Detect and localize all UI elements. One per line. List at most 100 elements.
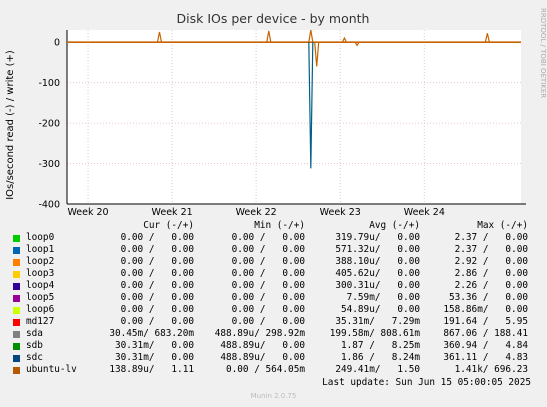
legend-row: ubuntu-lv 138.89u/ 1.11 0.00 / 564.05m 249.… — [0, 364, 547, 376]
legend-max: 158.86m/ 0.00 — [443, 304, 528, 315]
series-lines — [67, 29, 521, 169]
legend-name: sda — [26, 328, 43, 339]
legend-header: Cur (-/+) Min (-/+) Avg (-/+) Max (-/+) — [0, 220, 547, 232]
legend-avg: 249.41m/ 1.50 — [335, 364, 420, 375]
x-tick-label: Week 22 — [236, 207, 277, 218]
legend-min: 488.89u/ 298.92m — [214, 328, 305, 339]
legend-name: ubuntu-lv — [26, 364, 77, 375]
x-tick-label: Week 23 — [320, 207, 361, 218]
legend-max: 2.26 / 0.00 — [454, 280, 528, 291]
legend-avg: 319.79u/ 0.00 — [335, 232, 420, 243]
chart: Disk IOs per device - by month IOs/secon… — [5, 8, 547, 218]
legend-cur: 0.00 / 0.00 — [120, 232, 194, 243]
legend-row: sda 30.45m/ 683.20m 488.89u/ 298.92m 199.58… — [0, 328, 547, 340]
legend-row: loop2 0.00 / 0.00 0.00 / 0.00 388.10u/ 0.00… — [0, 256, 547, 268]
x-tick-labels: Week 20 Week 21 Week 22 Week 23 Week 24 — [67, 207, 444, 218]
legend-min: 0.00 / 0.00 — [231, 292, 305, 303]
series-spike — [341, 36, 347, 43]
legend-avg: 1.86 / 8.24m — [340, 352, 420, 363]
series-spike — [266, 30, 272, 43]
y-tick-label: -300 — [38, 159, 60, 170]
series-spike — [484, 33, 490, 43]
legend-name: loop0 — [26, 232, 55, 243]
version-label: Munin 2.0.75 — [250, 392, 297, 400]
legend-max: 2.37 / 0.00 — [454, 232, 528, 243]
legend-header-min: Min (-/+) — [254, 220, 305, 231]
legend-cur: 0.00 / 0.00 — [120, 304, 194, 315]
legend-avg: 571.32u/ 0.00 — [335, 244, 420, 255]
legend-header-cur: Cur (-/+) — [143, 220, 194, 231]
last-update: Last update: Sun Jun 15 05:00:05 2025 — [322, 377, 531, 388]
legend-swatch — [13, 319, 20, 326]
y-axis-label: IOs/second read (-) / write (+) — [5, 50, 16, 200]
side-label: RRDTOOL / TOBI OETIKER — [539, 8, 547, 98]
legend-row: sdb 30.31m/ 0.00 488.89u/ 0.00 1.87 / 8.25m… — [0, 340, 547, 352]
legend-name: sdc — [26, 352, 43, 363]
legend-swatch — [13, 355, 20, 362]
legend-max: 2.92 / 0.00 — [454, 256, 528, 267]
legend-min: 488.89u/ 0.00 — [220, 352, 305, 363]
legend-swatch — [13, 307, 20, 314]
series-spike — [156, 31, 163, 43]
legend-cur: 0.00 / 0.00 — [120, 292, 194, 303]
legend-header-avg: Avg (-/+) — [369, 220, 420, 231]
legend-swatch — [13, 331, 20, 338]
legend-avg: 35.31m/ 7.29m — [335, 316, 420, 327]
legend-swatch — [13, 247, 20, 254]
legend-min: 0.00 / 0.00 — [231, 316, 305, 327]
legend-swatch — [13, 283, 20, 290]
y-tick-label: -200 — [38, 119, 60, 130]
legend-cur: 30.31m/ 0.00 — [114, 352, 194, 363]
legend-avg: 199.58m/ 808.61m — [329, 328, 420, 339]
legend-cur: 0.00 / 0.00 — [120, 244, 194, 255]
legend-min: 0.00 / 564.05m — [225, 364, 305, 375]
legend-swatch — [13, 235, 20, 242]
x-tick-label: Week 21 — [152, 207, 193, 218]
legend-row: loop5 0.00 / 0.00 0.00 / 0.00 7.59m/ 0.00 53… — [0, 292, 547, 304]
legend-name: loop3 — [26, 268, 55, 279]
legend-name: loop1 — [26, 244, 55, 255]
legend-row: loop4 0.00 / 0.00 0.00 / 0.00 300.31u/ 0.00… — [0, 280, 547, 292]
legend-min: 488.89u/ 0.00 — [220, 340, 305, 351]
legend-cur: 30.45m/ 683.20m — [109, 328, 194, 339]
legend-row: sdc 30.31m/ 0.00 488.89u/ 0.00 1.86 / 8.24m… — [0, 352, 547, 364]
legend-max: 2.86 / 0.00 — [454, 268, 528, 279]
legend-row: md127 0.00 / 0.00 0.00 / 0.00 35.31m/ 7.29m… — [0, 316, 547, 328]
legend-swatch — [13, 343, 20, 350]
y-tick-label: 0 — [54, 38, 60, 49]
series-spike — [308, 42, 314, 169]
plot-area — [67, 30, 521, 204]
grid — [66, 30, 526, 205]
legend-row: loop0 0.00 / 0.00 0.00 / 0.00 319.79u/ 0.00… — [0, 232, 547, 244]
legend-swatch — [13, 271, 20, 278]
legend-avg: 300.31u/ 0.00 — [335, 280, 420, 291]
legend: Cur (-/+) Min (-/+) Avg (-/+) Max (-/+) … — [0, 220, 547, 376]
legend-avg: 405.62u/ 0.00 — [335, 268, 420, 279]
legend-min: 0.00 / 0.00 — [231, 256, 305, 267]
legend-cur: 0.00 / 0.00 — [120, 268, 194, 279]
series-spike — [314, 42, 320, 67]
legend-swatch — [13, 367, 20, 374]
legend-max: 191.64 / 5.95 — [443, 316, 528, 327]
legend-name: loop6 — [26, 304, 55, 315]
series-spike — [308, 29, 314, 43]
legend-max: 53.36 / 0.00 — [448, 292, 528, 303]
legend-min: 0.00 / 0.00 — [231, 232, 305, 243]
legend-min: 0.00 / 0.00 — [231, 304, 305, 315]
series-spike — [354, 41, 360, 47]
legend-max: 867.06 / 188.41 — [443, 328, 528, 339]
legend-avg: 1.87 / 8.25m — [340, 340, 420, 351]
legend-max: 2.37 / 0.00 — [454, 244, 528, 255]
legend-min: 0.00 / 0.00 — [231, 280, 305, 291]
legend-cur: 138.89u/ 1.11 — [109, 364, 194, 375]
legend-name: loop5 — [26, 292, 55, 303]
legend-cur: 0.00 / 0.00 — [120, 280, 194, 291]
legend-avg: 388.10u/ 0.00 — [335, 256, 420, 267]
legend-row: loop3 0.00 / 0.00 0.00 / 0.00 405.62u/ 0.00… — [0, 268, 547, 280]
legend-cur: 0.00 / 0.00 — [120, 256, 194, 267]
legend-swatch — [13, 259, 20, 266]
legend-header-max: Max (-/+) — [477, 220, 528, 231]
legend-name: loop2 — [26, 256, 55, 267]
y-tick-label: -400 — [38, 200, 60, 211]
x-tick-label: Week 20 — [67, 207, 108, 218]
